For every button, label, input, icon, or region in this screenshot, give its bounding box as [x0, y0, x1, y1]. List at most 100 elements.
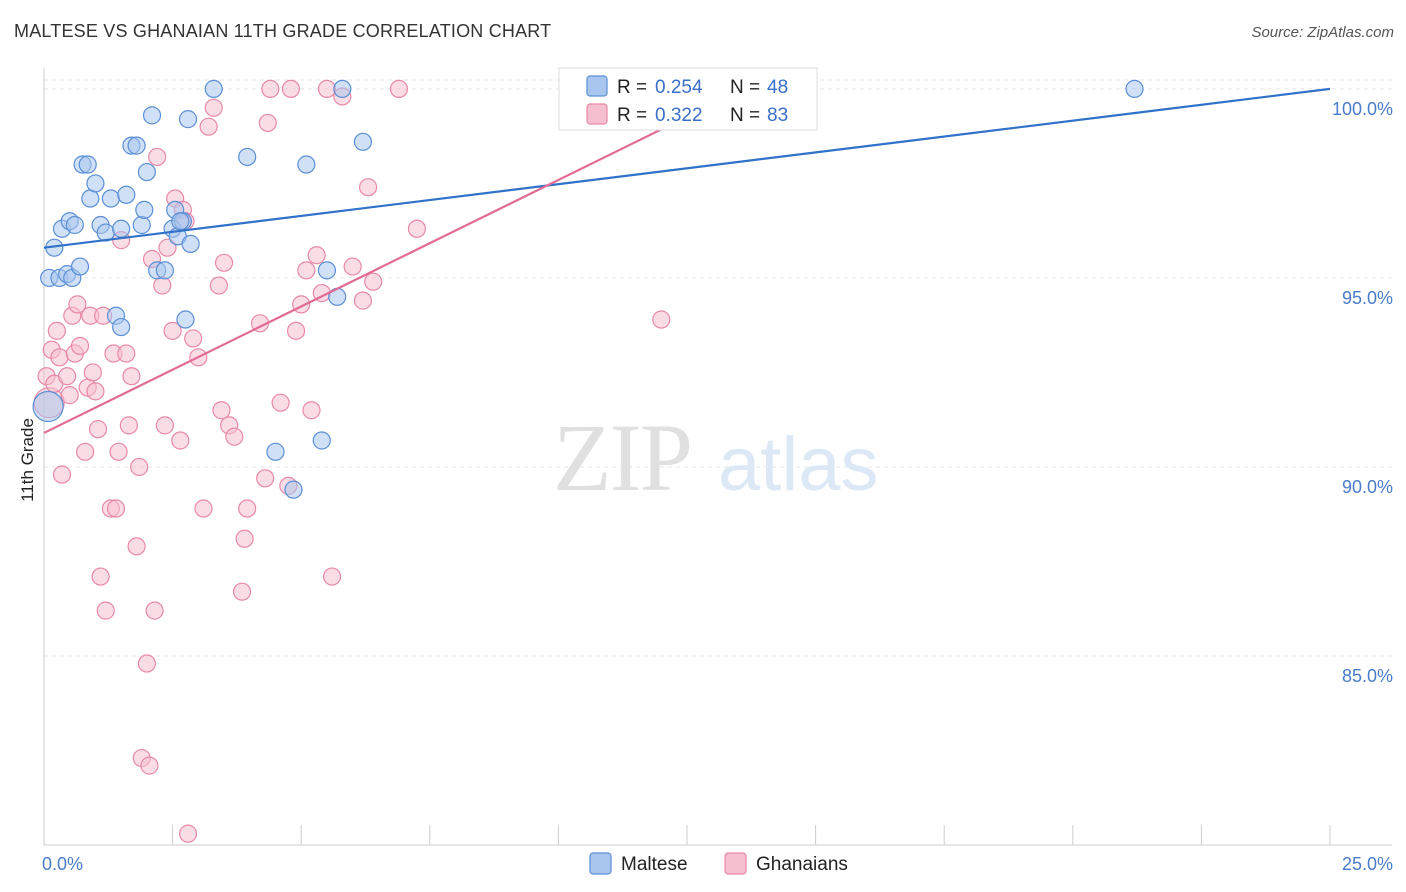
ghanaians-point-64	[271, 393, 290, 412]
x-tick-label-max: 25.0%	[1342, 854, 1393, 874]
maltese-point-36	[204, 79, 223, 99]
legend-swatch-maltese	[586, 75, 608, 97]
maltese-point-41	[312, 431, 331, 450]
ghanaians-point-82	[652, 310, 671, 329]
ghanaians-point-25	[109, 442, 128, 461]
ghanaians-point-38	[153, 276, 172, 295]
x-tick-labels: 0.0% 25.0%	[42, 854, 1393, 874]
maltese-point-46	[171, 212, 190, 231]
y-axis-title: 11th Grade	[18, 418, 37, 502]
ghanaians-point-46	[178, 824, 198, 843]
maltese-point-32	[178, 110, 198, 129]
ghanaians-point-63	[261, 79, 280, 99]
maltese-point-18	[112, 219, 131, 238]
maltese-point-33	[181, 234, 200, 254]
bottom-legend: Maltese Ghanaians	[589, 852, 848, 875]
ghanaians-point-37	[148, 147, 167, 167]
legend-r-label-ghanaians: R =	[617, 105, 647, 126]
ghanaians-point-76	[343, 257, 362, 276]
ghanaians-point-13	[76, 442, 95, 461]
maltese-point-16	[101, 189, 120, 208]
ghanaians-point-51	[204, 98, 223, 117]
ghanaians-trend-line	[43, 87, 745, 434]
ghanaians-point-28	[119, 416, 138, 435]
maltese-point-11	[78, 155, 97, 174]
ghanaians-point-80	[389, 79, 409, 99]
ghanaians-point-39	[155, 416, 174, 435]
y-tick-label-85: 85.0%	[1342, 666, 1393, 686]
ghanaians-point-6	[52, 465, 72, 484]
maltese-point-8	[65, 215, 84, 235]
ghanaians-point-53	[212, 401, 231, 420]
maltese-point-44	[333, 79, 352, 99]
ghanaians-point-43	[171, 431, 190, 450]
ghanaians-point-8	[60, 386, 79, 405]
y-tick-label-95: 95.0%	[1342, 288, 1393, 308]
ghanaians-point-62	[258, 113, 277, 133]
ghanaians-point-58	[235, 529, 254, 548]
ghanaians-point-73	[317, 79, 337, 99]
maltese-point-13	[86, 174, 105, 193]
ghanaians-point-69	[297, 261, 316, 280]
source-label: Source: ZipAtlas.com	[1251, 24, 1394, 41]
ghanaians-point-31	[130, 457, 149, 477]
maltese-point-39	[284, 480, 303, 499]
ghanaians-point-77	[353, 291, 373, 310]
trend-lines	[43, 87, 1331, 434]
ghanaians-point-19	[91, 567, 110, 586]
ghanaians-point-4	[47, 321, 66, 340]
maltese-point-45	[353, 132, 373, 151]
ghanaians-point-41	[163, 321, 182, 340]
ghanaians-point-56	[225, 427, 244, 446]
ghanaians-point-50	[199, 117, 218, 136]
bottom-legend-label-maltese: Maltese	[621, 854, 688, 875]
bottom-legend-swatch-ghanaians	[724, 852, 747, 875]
legend-n-value-ghanaians: 83	[767, 105, 788, 126]
x-tick-label-min: 0.0%	[42, 854, 83, 874]
maltese-point-0	[32, 390, 64, 423]
maltese-point-23	[137, 162, 156, 182]
ghanaians-point-40	[158, 238, 177, 257]
ghanaians-point-5	[50, 348, 69, 367]
legend-n-value-maltese: 48	[767, 77, 788, 98]
maltese-point-12	[81, 189, 100, 208]
ghanaians-point-33	[137, 654, 156, 673]
ghanaians-point-29	[122, 367, 141, 386]
chart-title: MALTESE VS GHANAIAN 11TH GRADE CORRELATI…	[14, 21, 552, 41]
ghanaians-point-24	[106, 499, 126, 518]
bottom-legend-label-ghanaians: Ghanaians	[756, 854, 848, 875]
ghanaians-point-66	[281, 79, 301, 99]
ghanaians-point-74	[322, 567, 342, 586]
ghanaians-point-27	[117, 344, 136, 363]
maltese-point-34	[112, 317, 131, 337]
ghanaians-point-67	[286, 321, 306, 340]
y-tick-label-90: 90.0%	[1342, 477, 1393, 497]
axes	[43, 68, 1392, 846]
maltese-point-40	[297, 155, 316, 174]
ghanaians-point-71	[307, 246, 326, 265]
y-tick-labels: 85.0% 90.0% 95.0% 100.0%	[1332, 99, 1393, 686]
ghanaians-point-16	[83, 363, 102, 382]
ghanaians-point-7	[58, 367, 77, 386]
bottom-legend-swatch-maltese	[589, 852, 612, 875]
maltese-point-35	[135, 200, 154, 219]
maltese-point-24	[142, 106, 162, 125]
ghanaians-point-70	[302, 401, 321, 420]
ghanaians-point-57	[232, 582, 252, 601]
legend-swatch-ghanaians	[586, 103, 608, 125]
maltese-point-38	[266, 442, 285, 461]
grid-lines	[44, 79, 1392, 657]
ghanaians-point-12	[70, 336, 90, 356]
ghanaians-point-78	[358, 178, 378, 197]
maltese-point-26	[155, 261, 174, 280]
maltese-point-19	[117, 185, 136, 204]
ghanaians-point-52	[209, 276, 228, 295]
ghanaians-point-81	[407, 219, 427, 238]
legend-n-label-ghanaians: N =	[730, 105, 760, 126]
maltese-trend-line	[43, 87, 1331, 249]
legend: R = 0.254 N = 48 R = 0.322 N = 83	[558, 67, 818, 131]
maltese-point-37	[238, 147, 257, 167]
legend-r-label-maltese: R =	[617, 77, 647, 98]
y-tick-label-100: 100.0%	[1332, 99, 1393, 119]
